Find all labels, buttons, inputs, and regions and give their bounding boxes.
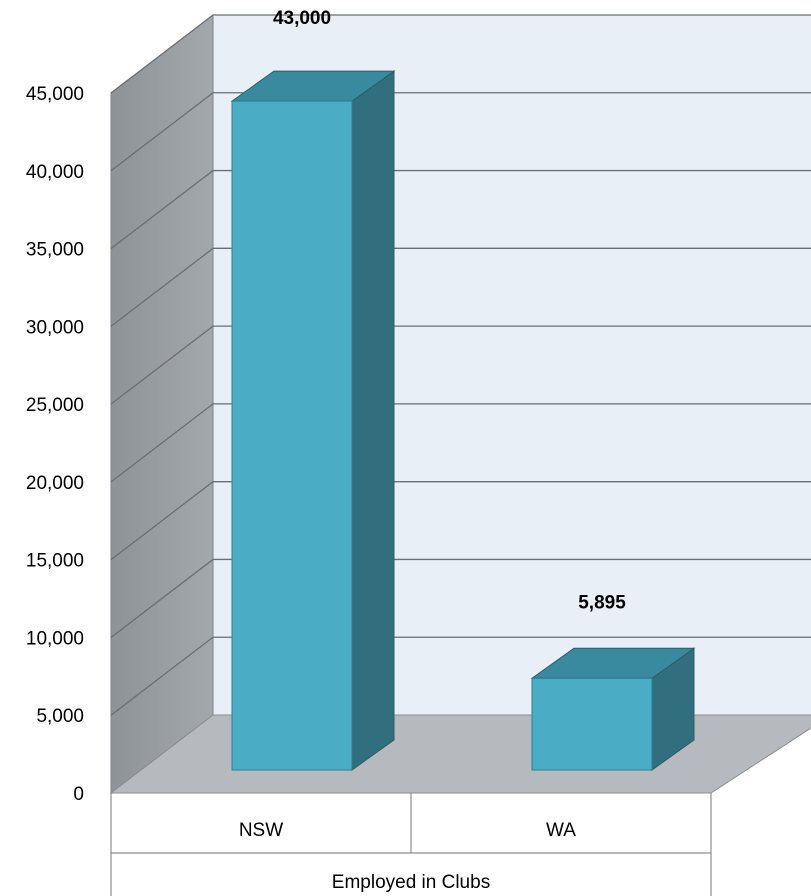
bars: 43,000 5,895 xyxy=(230,8,696,771)
y-tick-label: 10,000 xyxy=(26,628,84,649)
bar-front-face xyxy=(231,100,353,771)
y-tick-label: 25,000 xyxy=(26,395,84,416)
y-tick-label: 5,000 xyxy=(36,706,84,727)
y-axis: 0 5,000 10,000 15,000 20,000 25,000 30,000 35,0… xyxy=(26,84,84,805)
gridline xyxy=(110,481,811,561)
floor xyxy=(109,714,811,794)
y-tick-label: 40,000 xyxy=(26,162,84,183)
gridline xyxy=(110,636,811,716)
bar-front-face xyxy=(531,677,653,771)
data-label: 43,000 xyxy=(273,8,331,29)
y-tick-label: 35,000 xyxy=(26,240,84,261)
bar xyxy=(530,647,696,771)
data-label: 5,895 xyxy=(578,592,626,613)
category-table: NSW WA Employed in Clubs xyxy=(110,793,712,896)
gridlines xyxy=(110,14,811,716)
y-tick-label: 0 xyxy=(73,784,84,805)
gridline xyxy=(110,92,811,172)
gridline xyxy=(110,558,811,638)
category-label: NSW xyxy=(239,820,283,841)
category-label: WA xyxy=(546,820,576,841)
y-tick-label: 20,000 xyxy=(26,473,84,494)
y-tick-label: 30,000 xyxy=(26,317,84,338)
y-tick-label: 15,000 xyxy=(26,551,84,572)
bar-side-face xyxy=(351,70,395,771)
gridline xyxy=(110,169,811,250)
group-label: Employed in Clubs xyxy=(332,872,490,893)
bar xyxy=(230,70,396,771)
gridline xyxy=(110,403,811,483)
gridline xyxy=(110,14,811,94)
y-tick-label: 45,000 xyxy=(26,84,84,105)
gridline xyxy=(110,325,811,405)
gridline xyxy=(110,247,811,327)
